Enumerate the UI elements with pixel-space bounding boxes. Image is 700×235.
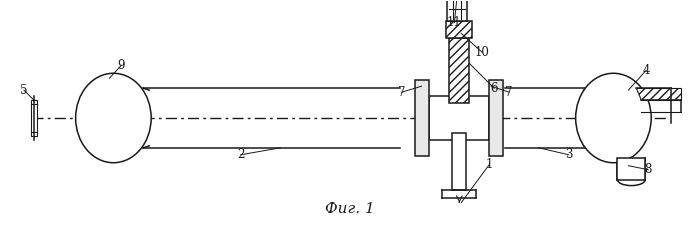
Text: 5: 5 (20, 84, 28, 97)
Text: 7: 7 (398, 86, 405, 99)
Ellipse shape (76, 73, 151, 163)
Text: 8: 8 (645, 163, 652, 176)
Polygon shape (636, 88, 681, 100)
Polygon shape (414, 80, 428, 156)
Text: 7: 7 (505, 86, 513, 99)
Ellipse shape (575, 73, 651, 163)
Text: 6: 6 (491, 82, 498, 95)
FancyBboxPatch shape (31, 100, 37, 136)
Text: 3: 3 (565, 148, 573, 161)
Text: 10: 10 (475, 46, 490, 59)
Text: 4: 4 (643, 64, 650, 77)
Polygon shape (447, 0, 468, 21)
Text: 1: 1 (486, 158, 493, 171)
Polygon shape (428, 96, 489, 140)
Text: 2: 2 (237, 148, 244, 161)
Polygon shape (447, 21, 473, 39)
Text: 11: 11 (447, 16, 462, 29)
Polygon shape (617, 158, 645, 180)
Polygon shape (489, 80, 503, 156)
Text: Фиг. 1: Фиг. 1 (325, 203, 375, 216)
Polygon shape (452, 133, 466, 190)
Text: 9: 9 (118, 59, 125, 72)
Polygon shape (449, 39, 469, 103)
